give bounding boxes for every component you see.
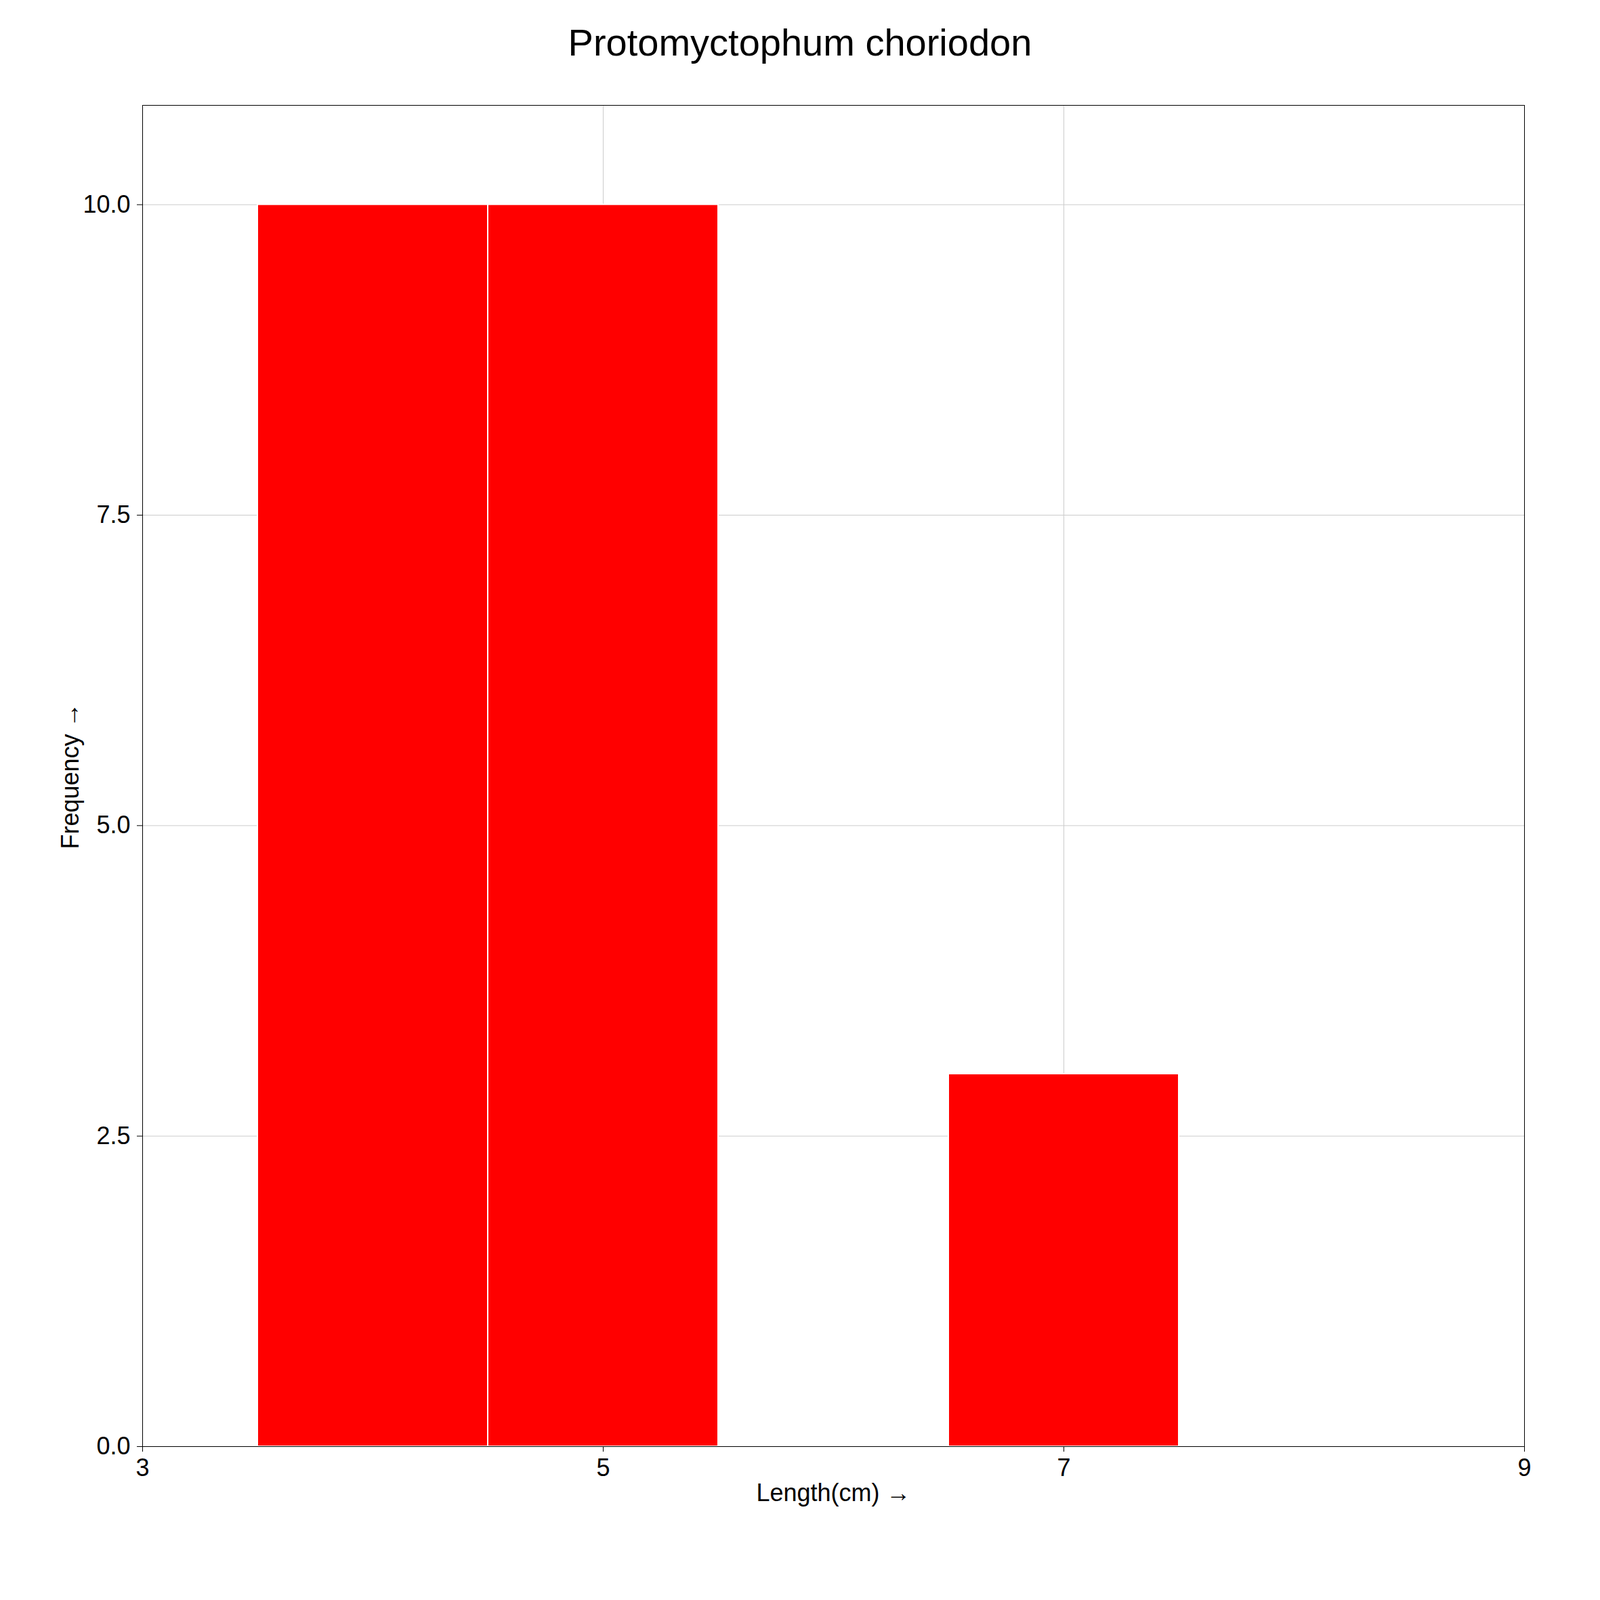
svg-text:Length(cm) →: Length(cm) → [755,1478,911,1507]
html-text:Protomyctophum choriodon: Protomyctophum choriodon [568,20,1032,64]
svg-text:7.5: 7.5 [96,500,131,529]
svg-text:Frequency →: Frequency → [56,702,84,849]
svg-text:0.0: 0.0 [96,1432,131,1460]
svg-text:5.0: 5.0 [96,810,131,839]
svg-text:7: 7 [1056,1453,1071,1482]
svg-text:9: 9 [1517,1453,1531,1482]
svg-text:3: 3 [135,1453,150,1482]
svg-text:5: 5 [596,1453,610,1482]
svg-text:10.0: 10.0 [82,190,131,219]
svg-text:2.5: 2.5 [96,1121,131,1150]
